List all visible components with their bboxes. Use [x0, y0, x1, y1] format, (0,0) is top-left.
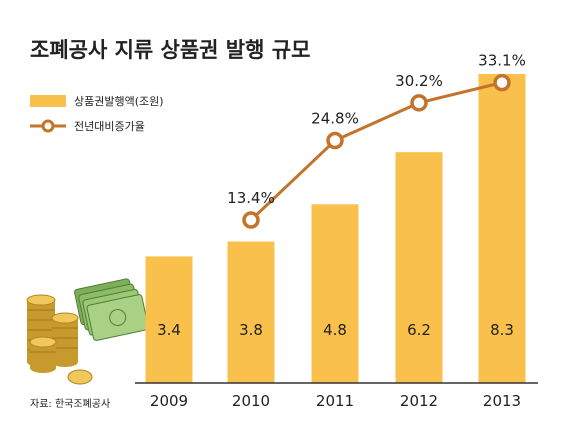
- growth-marker-2010: [242, 211, 260, 229]
- x-tick-label: 2010: [232, 392, 270, 410]
- chart-title: 조폐공사 지류 상품권 발행 규모: [30, 38, 310, 62]
- bar-2010: [227, 241, 275, 383]
- legend-line-marker: [41, 119, 55, 133]
- growth-line: 13.4% 24.8% 30.2% 33.1%: [227, 52, 526, 229]
- legend-line-label: 전년대비증가율: [74, 120, 145, 133]
- x-tick-label: 2013: [483, 392, 521, 410]
- bar-2012: [395, 152, 443, 383]
- bars: 3.4 3.8 4.8 6.2 8.3: [145, 73, 526, 383]
- growth-marker-2013: [493, 73, 511, 92]
- x-tick-label: 2012: [400, 392, 438, 410]
- x-tick-labels: 2009 2010 2011 2012 2013: [150, 392, 521, 410]
- legend-bar-label: 상품권발행액(조원): [74, 95, 164, 108]
- bar-2009: [145, 256, 193, 383]
- bar-2011: [311, 204, 359, 383]
- bar-value-label: 4.8: [323, 321, 347, 339]
- growth-value-label: 24.8%: [311, 110, 359, 128]
- x-tick-label: 2009: [150, 392, 188, 410]
- growth-value-label: 30.2%: [395, 72, 443, 90]
- growth-line-path: [249, 81, 503, 222]
- bar-value-label: 8.3: [490, 321, 514, 339]
- bar-value-label: 3.4: [157, 321, 181, 339]
- growth-marker-2012: [410, 94, 428, 112]
- bar-2013: [478, 73, 526, 383]
- bar-value-label: 6.2: [407, 321, 431, 339]
- coins-and-banknotes-icon: [26, 278, 149, 385]
- legend: 상품권발행액(조원) 전년대비증가율: [30, 95, 164, 133]
- growth-value-label: 33.1%: [478, 52, 526, 70]
- bar-value-label: 3.8: [239, 321, 263, 339]
- growth-value-label: 13.4%: [227, 189, 275, 207]
- growth-marker-2011: [326, 131, 344, 150]
- legend-bar-swatch: [30, 95, 66, 107]
- source-note: 자료: 한국조폐공사: [30, 398, 110, 410]
- x-tick-label: 2011: [316, 392, 354, 410]
